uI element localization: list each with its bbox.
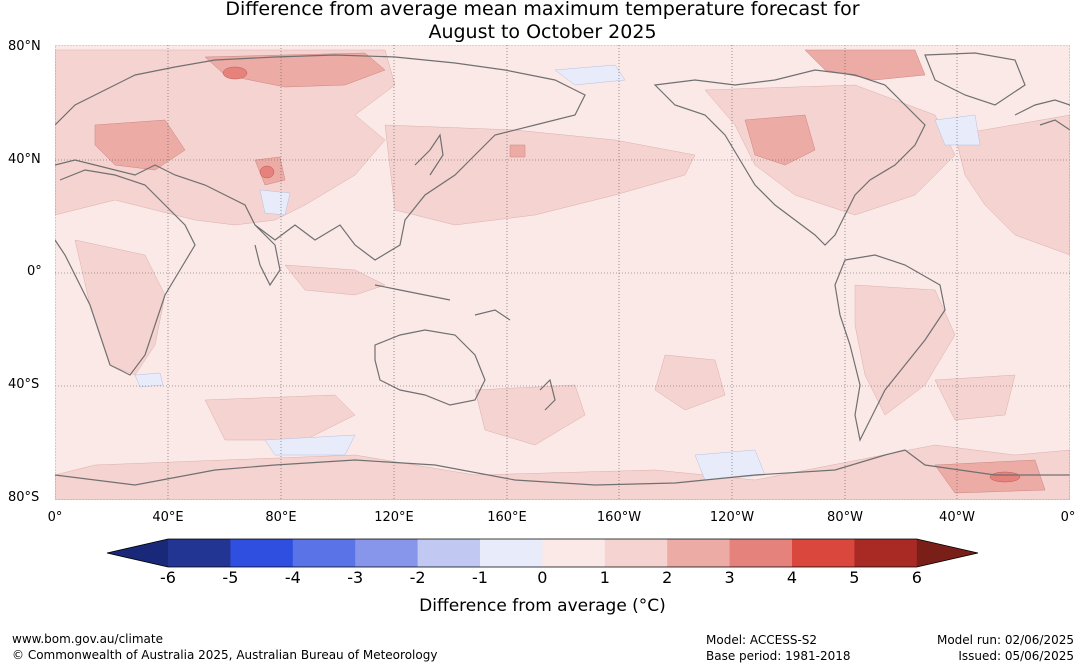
lon-label-160e: 160°E — [487, 510, 527, 525]
map-title-line2: August to October 2025 — [428, 21, 657, 43]
colorbar-tick-label: 6 — [911, 568, 922, 587]
footer-issued: Issued: 05/06/2025 — [958, 649, 1074, 663]
lon-label-0-east: 0° — [1060, 510, 1076, 525]
colorbar-segment — [417, 539, 481, 567]
lon-label-120e: 120°E — [374, 510, 414, 525]
lon-label-80e: 80°E — [265, 510, 297, 525]
colorbar-segment — [355, 539, 419, 567]
lat-label-80s: 80°S — [8, 490, 40, 505]
colorbar-segment — [729, 539, 793, 567]
lat-label-80n: 80°N — [8, 39, 41, 54]
colorbar-segment — [604, 539, 668, 567]
colorbar-tick-label: -3 — [347, 568, 364, 587]
map-title-line1: Difference from average mean maximum tem… — [225, 0, 860, 20]
lon-label-80w: 80°W — [827, 510, 863, 525]
colorbar-above-extend — [916, 539, 978, 567]
lon-label-160w: 160°W — [596, 510, 642, 525]
lat-label-equator: 0° — [27, 264, 42, 279]
coastlines — [55, 52, 1070, 486]
lon-label-0: 0° — [47, 510, 63, 525]
colorbar-tick-label: 4 — [786, 568, 798, 587]
colorbar-tick-label: 2 — [662, 568, 673, 587]
lon-label-120w: 120°W — [709, 510, 755, 525]
footer-copyright: © Commonwealth of Australia 2025, Austra… — [12, 648, 438, 662]
colorbar-segment — [542, 539, 606, 567]
lon-label-40e: 40°E — [152, 510, 184, 525]
colorbar-tick-label: -2 — [409, 568, 426, 587]
colorbar-tick-label: 0 — [537, 568, 548, 587]
colorbar-segment — [168, 539, 231, 567]
colorbar-title: Difference from average (°C) — [419, 596, 666, 616]
colorbar — [106, 538, 979, 568]
colorbar-tick-label: -1 — [472, 568, 488, 587]
colorbar-tick-label: -6 — [160, 568, 176, 587]
colorbar-segment — [792, 539, 855, 567]
temperature-anomaly-map — [55, 45, 1070, 500]
colorbar-tick-label: -5 — [222, 568, 239, 587]
colorbar-tick-label: -4 — [284, 568, 301, 587]
lat-label-40n: 40°N — [8, 152, 41, 167]
anomaly-zones-1-2 — [55, 49, 1070, 500]
footer-website: www.bom.gov.au/climate — [12, 632, 163, 646]
colorbar-outline — [106, 538, 979, 568]
colorbar-tick-label: 3 — [724, 568, 735, 587]
colorbar-segment — [292, 539, 356, 567]
colorbar-segment — [480, 539, 543, 567]
anomaly-zones-3-4 — [222, 66, 1021, 483]
colorbar-segment — [230, 539, 294, 567]
colorbar-below-extend — [107, 539, 168, 567]
lon-label-40w: 40°W — [939, 510, 975, 525]
graticule-lines — [55, 45, 1070, 500]
colorbar-segment — [854, 539, 918, 567]
anomaly-zones-below-0 — [134, 64, 981, 481]
map-frame — [55, 45, 1070, 500]
colorbar-segment — [667, 539, 731, 567]
footer-base-period: Base period: 1981-2018 — [706, 649, 851, 663]
footer-model-run: Model run: 02/06/2025 — [936, 633, 1074, 647]
footer-model: Model: ACCESS-S2 — [706, 633, 818, 647]
colorbar-tick-label: 5 — [849, 568, 860, 587]
lat-label-40s: 40°S — [8, 377, 40, 392]
colorbar-tick-label: 1 — [599, 568, 610, 587]
